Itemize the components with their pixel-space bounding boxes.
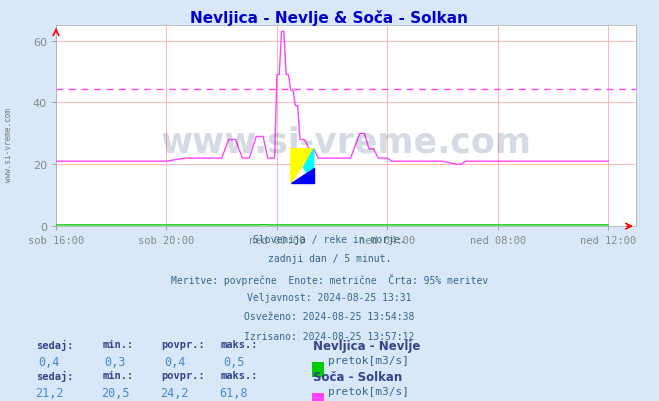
Polygon shape [303, 150, 314, 183]
Text: maks.:: maks.: [221, 370, 258, 380]
Text: Soča - Solkan: Soča - Solkan [313, 370, 402, 383]
Text: 21,2: 21,2 [35, 386, 64, 399]
Text: 0,4: 0,4 [39, 355, 60, 368]
Polygon shape [291, 150, 314, 183]
Text: povpr.:: povpr.: [161, 370, 205, 380]
Text: sedaj:: sedaj: [36, 370, 74, 381]
Text: 61,8: 61,8 [219, 386, 248, 399]
Text: Nevljica - Nevlje & Soča - Solkan: Nevljica - Nevlje & Soča - Solkan [190, 10, 469, 26]
Text: min.:: min.: [102, 370, 133, 380]
Text: www.si-vreme.com: www.si-vreme.com [4, 107, 13, 181]
Text: pretok[m3/s]: pretok[m3/s] [328, 386, 409, 396]
Text: 24,2: 24,2 [160, 386, 189, 399]
Polygon shape [291, 168, 314, 183]
Text: Izrisano: 2024-08-25 13:57:12: Izrisano: 2024-08-25 13:57:12 [244, 331, 415, 341]
Text: 0,5: 0,5 [223, 355, 244, 368]
Text: povpr.:: povpr.: [161, 339, 205, 349]
Text: 0,3: 0,3 [105, 355, 126, 368]
Text: Osveženo: 2024-08-25 13:54:38: Osveženo: 2024-08-25 13:54:38 [244, 312, 415, 322]
Text: pretok[m3/s]: pretok[m3/s] [328, 355, 409, 365]
Text: 20,5: 20,5 [101, 386, 130, 399]
Text: min.:: min.: [102, 339, 133, 349]
Text: sedaj:: sedaj: [36, 339, 74, 350]
Text: www.si-vreme.com: www.si-vreme.com [161, 126, 531, 159]
Text: Veljavnost: 2024-08-25 13:31: Veljavnost: 2024-08-25 13:31 [247, 292, 412, 302]
Text: Nevljica - Nevlje: Nevljica - Nevlje [313, 339, 420, 352]
Text: Meritve: povprečne  Enote: metrične  Črta: 95% meritev: Meritve: povprečne Enote: metrične Črta:… [171, 273, 488, 285]
Text: maks.:: maks.: [221, 339, 258, 349]
Text: Slovenija / reke in morje.: Slovenija / reke in morje. [253, 235, 406, 245]
Text: zadnji dan / 5 minut.: zadnji dan / 5 minut. [268, 254, 391, 264]
Text: 0,4: 0,4 [164, 355, 185, 368]
